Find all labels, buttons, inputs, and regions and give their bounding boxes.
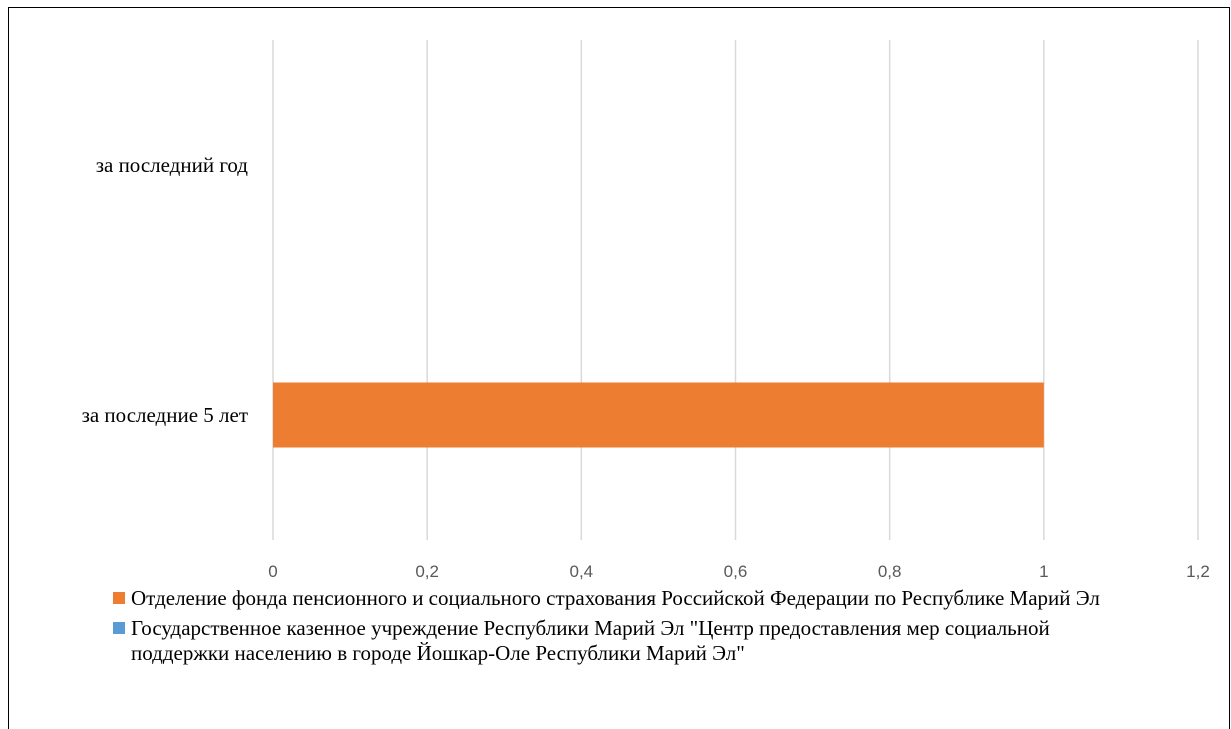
legend-swatch-2: [113, 622, 125, 634]
x-tick-label: 0,2: [415, 562, 439, 581]
category-label: за последние 5 лет: [82, 403, 248, 427]
legend-item-2: Государственное казенное учреждение Респ…: [113, 616, 1113, 666]
legend-item-1: Отделение фонда пенсионного и социальног…: [113, 586, 1113, 611]
legend-label-1: Отделение фонда пенсионного и социальног…: [131, 586, 1100, 610]
bars: [273, 382, 1044, 448]
x-tick-label: 1,2: [1186, 562, 1210, 581]
category-label: за последний год: [96, 153, 249, 177]
x-tick-label: 0: [268, 562, 277, 581]
chart-frame: [8, 7, 1230, 729]
legend: Отделение фонда пенсионного и социальног…: [113, 586, 1113, 671]
legend-label-2: Государственное казенное учреждение Респ…: [131, 616, 1050, 665]
gridlines: [272, 40, 1199, 540]
legend-swatch-1: [113, 592, 125, 604]
x-tick-label: 1: [1039, 562, 1048, 581]
x-tick-label: 0,4: [570, 562, 594, 581]
category-labels: за последний год за последние 5 лет: [82, 153, 249, 427]
x-tick-label: 0,8: [878, 562, 902, 581]
bar: [273, 382, 1044, 448]
x-tick-labels: 0 0,2 0,4 0,6 0,8 1 1,2: [268, 562, 1210, 581]
x-tick-label: 0,6: [724, 562, 748, 581]
